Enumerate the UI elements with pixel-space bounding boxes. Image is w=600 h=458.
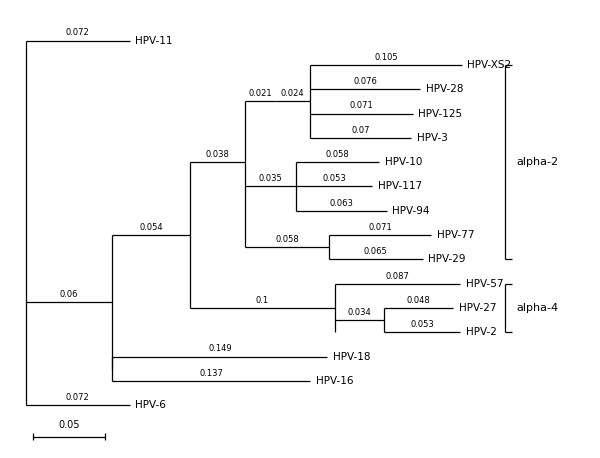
- Text: 0.072: 0.072: [66, 393, 89, 402]
- Text: alpha-2: alpha-2: [517, 157, 559, 167]
- Text: 0.024: 0.024: [281, 89, 305, 98]
- Text: 0.087: 0.087: [385, 272, 409, 281]
- Text: HPV-29: HPV-29: [428, 254, 466, 264]
- Text: 0.149: 0.149: [208, 344, 232, 354]
- Text: HPV-57: HPV-57: [466, 278, 503, 289]
- Text: 0.076: 0.076: [353, 77, 377, 86]
- Text: HPV-3: HPV-3: [417, 133, 448, 143]
- Text: 0.071: 0.071: [349, 101, 373, 110]
- Text: 0.053: 0.053: [410, 320, 434, 329]
- Text: HPV-10: HPV-10: [385, 157, 422, 167]
- Text: 0.048: 0.048: [406, 296, 430, 305]
- Text: 0.058: 0.058: [326, 150, 349, 159]
- Text: HPV-18: HPV-18: [333, 352, 371, 362]
- Text: 0.1: 0.1: [256, 296, 269, 305]
- Text: HPV-28: HPV-28: [425, 84, 463, 94]
- Text: 0.137: 0.137: [199, 369, 223, 378]
- Text: 0.105: 0.105: [374, 53, 398, 62]
- Text: HPV-2: HPV-2: [466, 327, 497, 337]
- Text: 0.07: 0.07: [352, 125, 370, 135]
- Text: alpha-4: alpha-4: [517, 303, 559, 313]
- Text: HPV-117: HPV-117: [378, 181, 422, 191]
- Text: HPV-11: HPV-11: [136, 36, 173, 46]
- Text: HPV-94: HPV-94: [392, 206, 430, 216]
- Text: 0.06: 0.06: [60, 290, 79, 299]
- Text: HPV-77: HPV-77: [437, 230, 475, 240]
- Text: 0.063: 0.063: [329, 199, 353, 207]
- Text: HPV-27: HPV-27: [459, 303, 496, 313]
- Text: 0.072: 0.072: [66, 28, 89, 38]
- Text: HPV-125: HPV-125: [418, 109, 463, 119]
- Text: 0.038: 0.038: [206, 150, 230, 159]
- Text: 0.035: 0.035: [259, 174, 282, 183]
- Text: HPV-16: HPV-16: [316, 376, 353, 386]
- Text: 0.065: 0.065: [364, 247, 388, 256]
- Text: 0.053: 0.053: [322, 174, 346, 183]
- Text: 0.034: 0.034: [347, 308, 371, 317]
- Text: 0.071: 0.071: [368, 223, 392, 232]
- Text: 0.021: 0.021: [248, 89, 272, 98]
- Text: HPV-XS2: HPV-XS2: [467, 60, 512, 70]
- Text: 0.058: 0.058: [275, 235, 299, 244]
- Text: HPV-6: HPV-6: [136, 400, 166, 410]
- Text: 0.054: 0.054: [140, 223, 163, 232]
- Text: 0.05: 0.05: [58, 420, 80, 430]
